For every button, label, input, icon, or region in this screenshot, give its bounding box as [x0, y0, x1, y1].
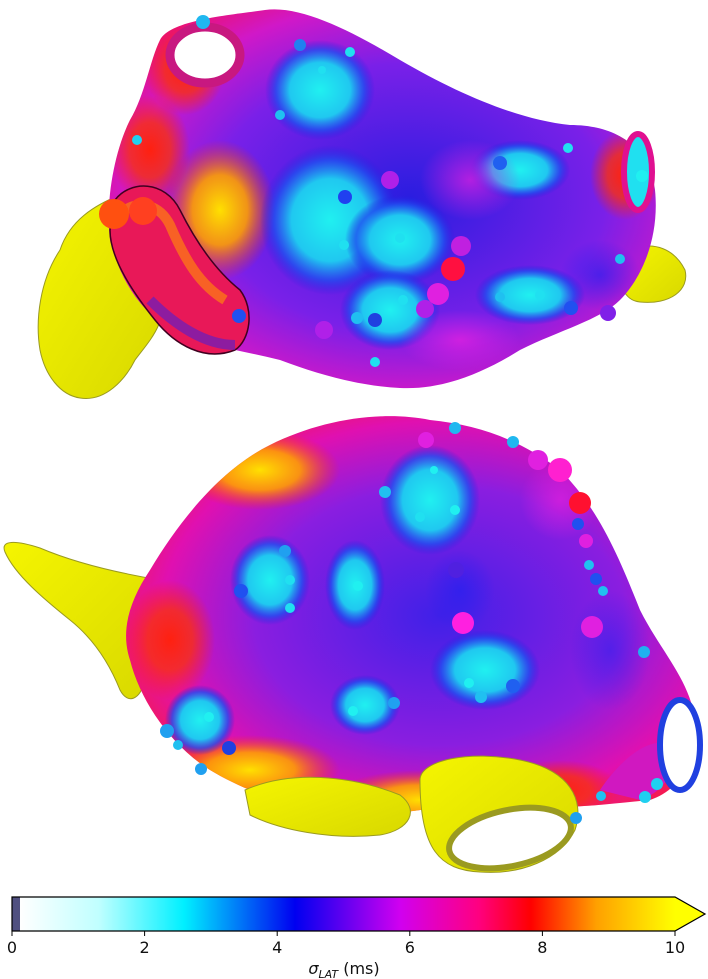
- colorbar-tick-label: 4: [272, 938, 282, 957]
- lower-anatomy: [3, 416, 703, 873]
- colorbar-axis-label: σLAT (ms): [308, 959, 379, 979]
- colorbar-tick-label: 6: [405, 938, 415, 957]
- colorbar-label-symbol: σ: [308, 959, 319, 978]
- upper-flap: [109, 185, 250, 355]
- colorbar-frame: [11, 896, 707, 932]
- colorbar-extend-arrow: [675, 897, 705, 931]
- colorbar-tick-label: 8: [537, 938, 547, 957]
- colorbar: 0 2 4 6 8 10 σLAT (ms): [7, 896, 707, 979]
- colorbar-under-swatch: [12, 897, 20, 931]
- lower-vessel-ring-right: [657, 697, 703, 793]
- upper-anatomy: [37, 9, 687, 399]
- colorbar-tick-label: 0: [7, 938, 17, 957]
- colorbar-tick-label: 2: [140, 938, 150, 957]
- lower-markers: [160, 422, 663, 824]
- colorbar-ticks: 0 2 4 6 8 10: [7, 931, 685, 957]
- upper-markers: [99, 15, 648, 367]
- lower-vessel-ring-bottom: [446, 804, 574, 872]
- colorbar-gradient: [20, 897, 675, 931]
- anatomy-scene: [3, 9, 703, 873]
- colorbar-label-subscript: LAT: [319, 968, 340, 979]
- colorbar-label-unit: (ms): [338, 959, 380, 978]
- colorbar-tick-label: 10: [665, 938, 685, 957]
- upper-vein-ring-top: [165, 22, 245, 88]
